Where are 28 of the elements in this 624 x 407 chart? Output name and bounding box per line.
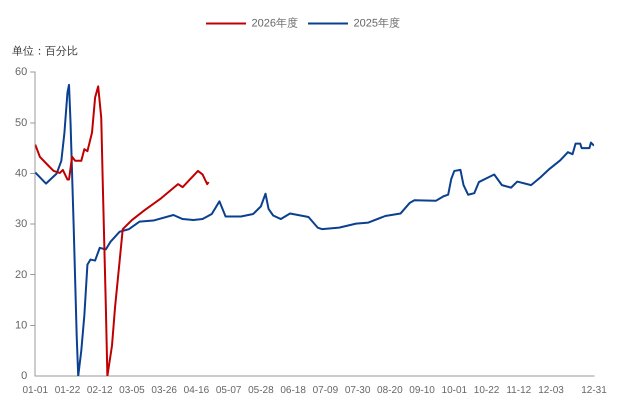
x-tick-label: 07-09 [312,384,339,396]
x-tick-label: 12-03 [538,384,564,396]
y-tick-label: 50 [14,116,28,129]
x-tick-label: 10-22 [474,384,500,396]
x-tick-label: 11-12 [506,384,532,396]
legend-label: 2025年度 [354,16,400,30]
y-tick-label: 0 [21,370,28,382]
x-tick-label: 10-01 [442,384,468,396]
y-tick-label: 10 [14,319,28,332]
legend-label: 2026年度 [252,16,298,30]
x-tick-label: 04-16 [184,384,210,396]
y-tick-label: 60 [14,66,28,78]
x-tick-label: 05-28 [248,384,274,396]
x-tick-label: 08-20 [377,384,404,396]
x-tick-label: 05-07 [216,384,242,396]
x-tick-label: 01-01 [22,384,48,396]
x-tick-label: 09-10 [409,384,436,396]
y-tick-label: 40 [14,168,28,180]
x-tick-label: 01-22 [54,384,81,396]
x-tick-label: 03-26 [151,384,178,396]
x-tick-label: 12-31 [581,384,608,396]
x-tick-label: 06-18 [280,384,306,396]
y-tick-label: 30 [14,218,28,230]
x-tick-label: 03-05 [119,384,146,396]
x-tick-label: 07-30 [344,384,371,396]
x-tick-label: 02-12 [86,384,113,396]
chart-subtitle: 单位：百分比 [12,44,78,58]
y-tick-label: 20 [14,268,28,281]
